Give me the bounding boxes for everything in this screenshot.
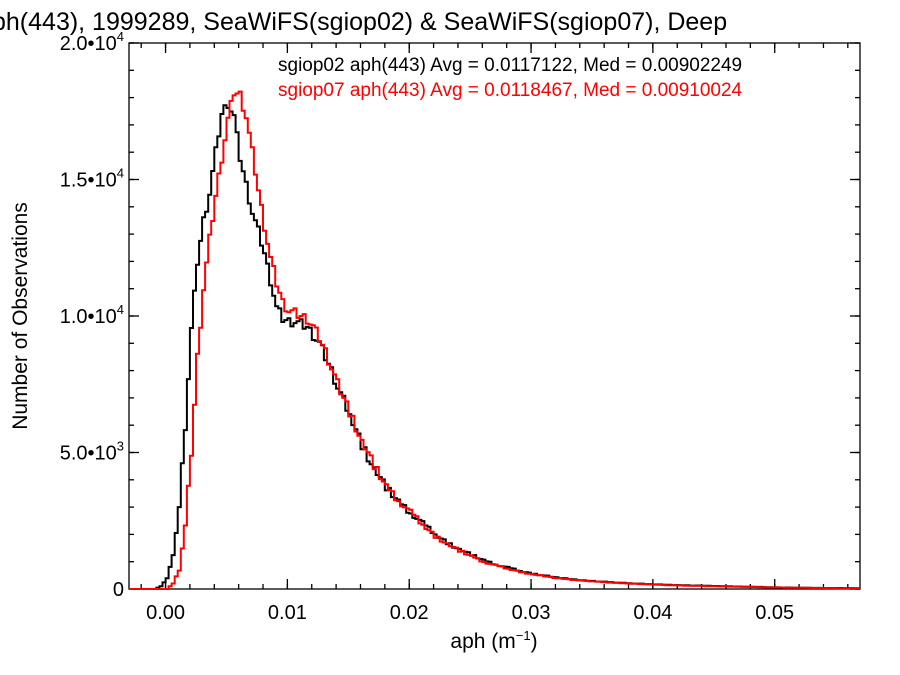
y-tick-label-base: 2.0•10 bbox=[60, 33, 117, 55]
y-tick-label-base: 1.5•10 bbox=[60, 170, 117, 192]
x-axis: 0.00 0.01 0.02 0.03 0.04 0.05 bbox=[140, 43, 849, 624]
y-tick-label-base: 0 bbox=[113, 579, 124, 601]
y-tick-label-base: 5.0•10 bbox=[60, 443, 117, 465]
y-tick-label: 1.5•104 bbox=[60, 166, 124, 192]
series-line-1 bbox=[129, 104, 860, 590]
x-axis-label: aph (m−1) bbox=[450, 628, 537, 653]
y-tick-label-exp: 4 bbox=[117, 302, 124, 317]
legend-sgiop02: sgiop02 aph(443) Avg = 0.0117122, Med = … bbox=[278, 55, 742, 76]
y-tick-label-base: 1.0•10 bbox=[60, 306, 117, 328]
y-tick-label-exp: 4 bbox=[117, 166, 124, 181]
x-tick-label: 0.02 bbox=[390, 602, 429, 624]
legend-sgiop07: sgiop07 aph(443) Avg = 0.0118467, Med = … bbox=[278, 80, 743, 101]
y-tick-label: 1.0•104 bbox=[60, 302, 124, 328]
y-tick-label: 5.0•103 bbox=[60, 439, 124, 465]
x-tick-label: 0.00 bbox=[146, 602, 185, 624]
plot-frame bbox=[128, 42, 861, 590]
y-tick-label-exp: 3 bbox=[117, 439, 124, 454]
y-tick-label: 0 bbox=[113, 579, 124, 601]
x-axis-label-sup: −1 bbox=[516, 628, 531, 643]
series-lines bbox=[129, 90, 860, 590]
chart-title: ph(443), 1999289, SeaWiFS(sgiop02) & Sea… bbox=[0, 8, 727, 36]
x-axis-label-end: ) bbox=[531, 630, 538, 653]
x-tick-label: 0.01 bbox=[268, 602, 307, 624]
x-tick-label: 0.04 bbox=[633, 602, 672, 624]
y-axis-label: Number of Observations bbox=[9, 202, 32, 430]
x-axis-label-base: aph (m bbox=[450, 630, 515, 653]
series-line-2 bbox=[129, 90, 860, 590]
y-tick-label-exp: 4 bbox=[117, 29, 124, 44]
y-tick-label: 2.0•104 bbox=[60, 29, 124, 55]
x-tick-label: 0.03 bbox=[512, 602, 551, 624]
x-tick-label: 0.05 bbox=[755, 602, 794, 624]
